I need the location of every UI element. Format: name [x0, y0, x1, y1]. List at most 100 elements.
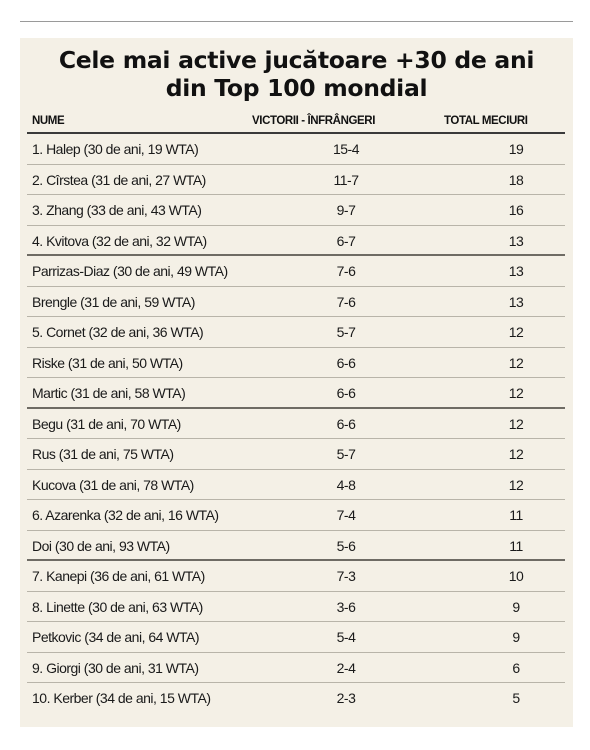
total-matches-cell: 11	[509, 507, 523, 523]
table-row: Martic (31 de ani, 58 WTA) 6-6 12	[20, 378, 573, 409]
wins-losses-cell: 7-6	[336, 293, 356, 310]
wins-losses-cell: 6-6	[336, 415, 356, 432]
row-divider	[27, 590, 565, 592]
table-row: Doi (30 de ani, 93 WTA) 5-6 11	[20, 531, 573, 561]
row-divider	[27, 529, 565, 531]
row-divider	[27, 377, 565, 378]
row-divider	[27, 499, 565, 500]
wins-losses-cell: 15-4	[332, 141, 360, 157]
title-line-1: Cele mai active jucătoare +30 de ani	[58, 46, 535, 74]
row-divider	[27, 224, 565, 226]
wins-losses-cell: 2-3	[336, 690, 356, 706]
row-divider	[27, 682, 565, 683]
table-row: Petkovic (34 de ani, 64 WTA) 5-4 9	[20, 622, 573, 653]
row-divider	[27, 346, 565, 348]
row-divider	[27, 621, 565, 622]
table-row: 5. Cornet (32 de ani, 36 WTA) 5-7 12	[20, 317, 573, 348]
total-matches-cell: 12	[508, 415, 524, 432]
player-name-cell: Kucova (31 de ani, 78 WTA)	[32, 476, 194, 493]
wins-losses-cell: 5-6	[336, 537, 356, 554]
total-matches-cell: 11	[509, 537, 523, 554]
total-matches-cell: 9	[512, 629, 520, 645]
row-divider	[27, 194, 565, 195]
player-name-cell: 3. Zhang (33 de ani, 43 WTA)	[32, 202, 202, 218]
total-matches-cell: 13	[508, 293, 524, 310]
top-divider	[20, 21, 573, 22]
wins-losses-cell: 7-3	[336, 568, 356, 584]
column-header-total-matches: TOTAL MECIURI	[444, 115, 528, 127]
player-name-cell: Rus (31 de ani, 75 WTA)	[32, 446, 174, 462]
table-row: 10. Kerber (34 de ani, 15 WTA) 2-3 5	[20, 683, 573, 714]
table-row: 7. Kanepi (36 de ani, 61 WTA) 7-3 10	[20, 561, 573, 592]
wins-losses-cell: 6-6	[336, 354, 356, 371]
player-name-cell: Riske (31 de ani, 50 WTA)	[32, 354, 183, 371]
total-matches-cell: 10	[508, 568, 524, 584]
table-title: Cele mai active jucătoare +30 de ani din…	[20, 46, 573, 102]
player-name-cell: Petkovic (34 de ani, 64 WTA)	[32, 629, 200, 645]
wins-losses-cell: 5-4	[336, 629, 356, 645]
table-row: 2. Cîrstea (31 de ani, 27 WTA) 11-7 18	[20, 165, 573, 195]
wins-losses-cell: 3-6	[336, 598, 356, 615]
total-matches-cell: 18	[508, 171, 524, 188]
row-divider	[27, 468, 565, 470]
table-row: Kucova (31 de ani, 78 WTA) 4-8 12	[20, 470, 573, 500]
row-divider	[27, 651, 565, 653]
table-row: 1. Halep (30 de ani, 19 WTA) 15-4 19	[20, 134, 573, 165]
row-divider	[27, 163, 565, 165]
total-matches-cell: 6	[512, 659, 520, 676]
player-name-cell: Brengle (31 de ani, 59 WTA)	[32, 293, 195, 310]
header-divider	[27, 132, 565, 134]
total-matches-cell: 19	[508, 141, 524, 157]
wins-losses-cell: 11-7	[333, 171, 359, 188]
total-matches-cell: 16	[508, 202, 524, 218]
table-row: Begu (31 de ani, 70 WTA) 6-6 12	[20, 409, 573, 439]
player-name-cell: 8. Linette (30 de ani, 63 WTA)	[32, 598, 203, 615]
wins-losses-cell: 7-6	[336, 263, 356, 279]
total-matches-cell: 12	[508, 324, 524, 340]
player-name-cell: 6. Azarenka (32 de ani, 16 WTA)	[32, 507, 219, 523]
title-line-2: din Top 100 mondial	[165, 74, 428, 102]
column-header-name: NUME	[32, 115, 65, 127]
total-matches-cell: 12	[508, 354, 524, 371]
player-name-cell: 2. Cîrstea (31 de ani, 27 WTA)	[32, 171, 206, 188]
wins-losses-cell: 9-7	[336, 202, 356, 218]
player-name-cell: Begu (31 de ani, 70 WTA)	[32, 415, 181, 432]
table-row: Riske (31 de ani, 50 WTA) 6-6 12	[20, 348, 573, 378]
player-name-cell: 10. Kerber (34 de ani, 15 WTA)	[32, 690, 211, 706]
table-row: 9. Giorgi (30 de ani, 31 WTA) 2-4 6	[20, 653, 573, 683]
table-row: 3. Zhang (33 de ani, 43 WTA) 9-7 16	[20, 195, 573, 226]
total-matches-cell: 12	[508, 446, 524, 462]
wins-losses-cell: 5-7	[336, 446, 356, 462]
wins-losses-cell: 5-7	[336, 324, 356, 340]
wins-losses-cell: 4-8	[336, 476, 356, 493]
total-matches-cell: 13	[508, 232, 524, 249]
row-divider	[27, 406, 565, 409]
row-divider	[27, 559, 565, 561]
player-name-cell: 7. Kanepi (36 de ani, 61 WTA)	[32, 568, 205, 584]
wins-losses-cell: 6-6	[336, 385, 356, 401]
row-divider	[27, 438, 565, 439]
table-panel: Cele mai active jucătoare +30 de ani din…	[20, 38, 573, 727]
table-row: 6. Azarenka (32 de ani, 16 WTA) 7-4 11	[20, 500, 573, 531]
player-name-cell: 9. Giorgi (30 de ani, 31 WTA)	[32, 659, 199, 676]
player-name-cell: Parrizas-Diaz (30 de ani, 49 WTA)	[32, 263, 228, 279]
wins-losses-cell: 7-4	[336, 507, 356, 523]
total-matches-cell: 12	[508, 385, 524, 401]
table-row: Rus (31 de ani, 75 WTA) 5-7 12	[20, 439, 573, 470]
row-divider	[27, 316, 565, 317]
total-matches-cell: 9	[512, 598, 520, 615]
wins-losses-cell: 6-7	[336, 232, 356, 249]
table-row: 4. Kvitova (32 de ani, 32 WTA) 6-7 13	[20, 226, 573, 256]
player-name-cell: 1. Halep (30 de ani, 19 WTA)	[32, 141, 199, 157]
table-row: Parrizas-Diaz (30 de ani, 49 WTA) 7-6 13	[20, 256, 573, 287]
table-row: 8. Linette (30 de ani, 63 WTA) 3-6 9	[20, 592, 573, 622]
player-name-cell: 5. Cornet (32 de ani, 36 WTA)	[32, 324, 204, 340]
total-matches-cell: 12	[508, 476, 524, 493]
player-name-cell: Martic (31 de ani, 58 WTA)	[32, 385, 186, 401]
wins-losses-cell: 2-4	[336, 659, 356, 676]
player-name-cell: 4. Kvitova (32 de ani, 32 WTA)	[32, 232, 207, 249]
player-name-cell: Doi (30 de ani, 93 WTA)	[32, 537, 170, 554]
table-row: Brengle (31 de ani, 59 WTA) 7-6 13	[20, 287, 573, 317]
column-header-wins-losses: VICTORII - ÎNFRÂNGERI	[252, 115, 376, 127]
total-matches-cell: 13	[508, 263, 524, 279]
